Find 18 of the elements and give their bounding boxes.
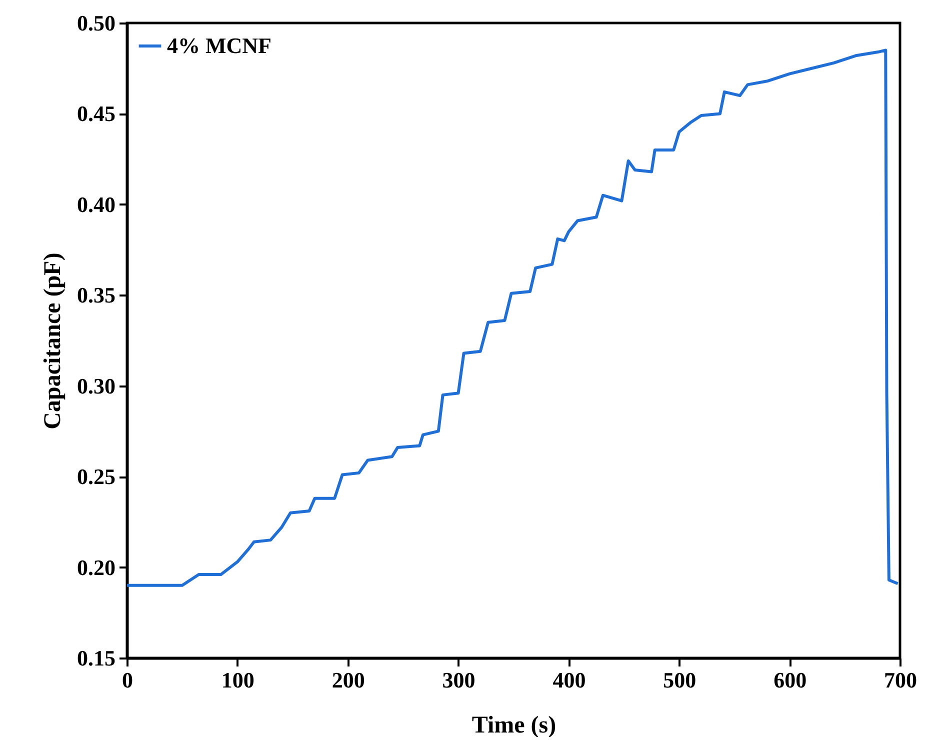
y-tick-label: 0.40 xyxy=(77,192,116,217)
y-tick-label: 0.30 xyxy=(77,373,116,398)
y-tick-label: 0.25 xyxy=(77,464,116,490)
y-tick-label: 0.20 xyxy=(77,554,116,580)
y-axis-title: Capacitance (pF) xyxy=(40,252,66,430)
x-tick-label: 400 xyxy=(552,668,586,692)
x-tick-label: 700 xyxy=(884,668,917,692)
x-tick-label: 0 xyxy=(122,668,133,692)
legend-label: 4% MCNF xyxy=(167,33,272,58)
x-tick-label: 200 xyxy=(332,668,365,692)
y-tick-label: 0.35 xyxy=(77,282,116,308)
y-tick-label: 0.15 xyxy=(77,646,116,670)
x-tick-label: 300 xyxy=(442,668,476,692)
x-tick-label: 100 xyxy=(221,668,254,692)
x-tick-label: 500 xyxy=(663,668,696,692)
y-tick-label: 0.50 xyxy=(77,10,116,36)
x-tick-label: 600 xyxy=(774,668,807,692)
y-tick-label: 0.45 xyxy=(77,101,116,126)
